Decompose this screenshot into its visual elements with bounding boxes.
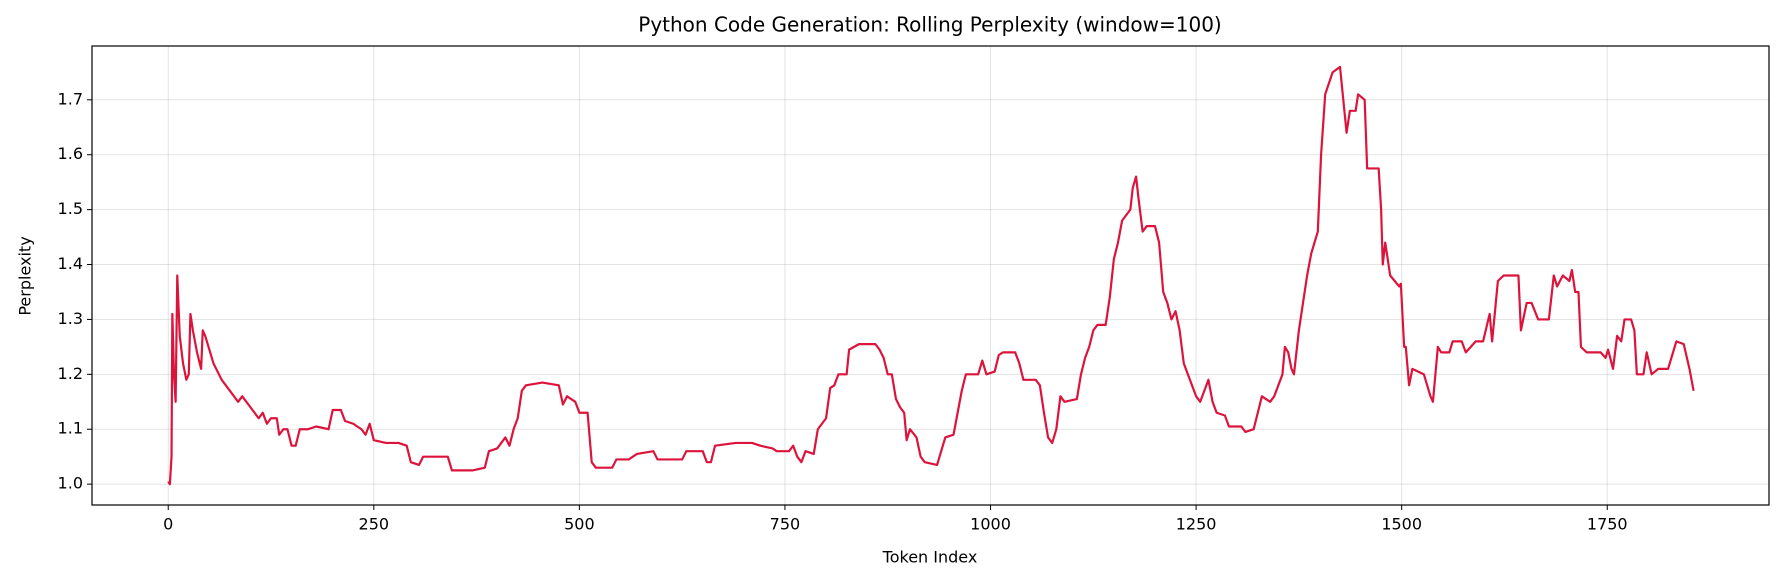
y-tick-label: 1.6 bbox=[58, 144, 83, 163]
x-tick-label: 1250 bbox=[1176, 515, 1217, 534]
y-tick-label: 1.2 bbox=[58, 364, 83, 383]
y-tick-label: 1.4 bbox=[58, 254, 83, 273]
x-tick-label: 1750 bbox=[1587, 515, 1628, 534]
y-tick-label: 1.1 bbox=[58, 419, 83, 438]
y-tick-label: 1.3 bbox=[58, 309, 83, 328]
y-axis-label: Perplexity bbox=[16, 236, 35, 315]
x-tick-label: 250 bbox=[359, 515, 390, 534]
y-tick-label: 1.5 bbox=[58, 199, 83, 218]
y-tick-label: 1.7 bbox=[58, 89, 83, 108]
chart-title: Python Code Generation: Rolling Perplexi… bbox=[638, 13, 1221, 37]
x-tick-label: 750 bbox=[770, 515, 801, 534]
plot-frame bbox=[91, 45, 1770, 506]
y-tick-label: 1.0 bbox=[58, 474, 83, 493]
x-axis-label: Token Index bbox=[882, 548, 978, 567]
data-line bbox=[167, 65, 1695, 486]
x-tick-label: 1000 bbox=[970, 515, 1011, 534]
x-tick-label: 500 bbox=[564, 515, 595, 534]
x-tick-label: 1500 bbox=[1381, 515, 1422, 534]
x-tick-label: 0 bbox=[163, 515, 173, 534]
